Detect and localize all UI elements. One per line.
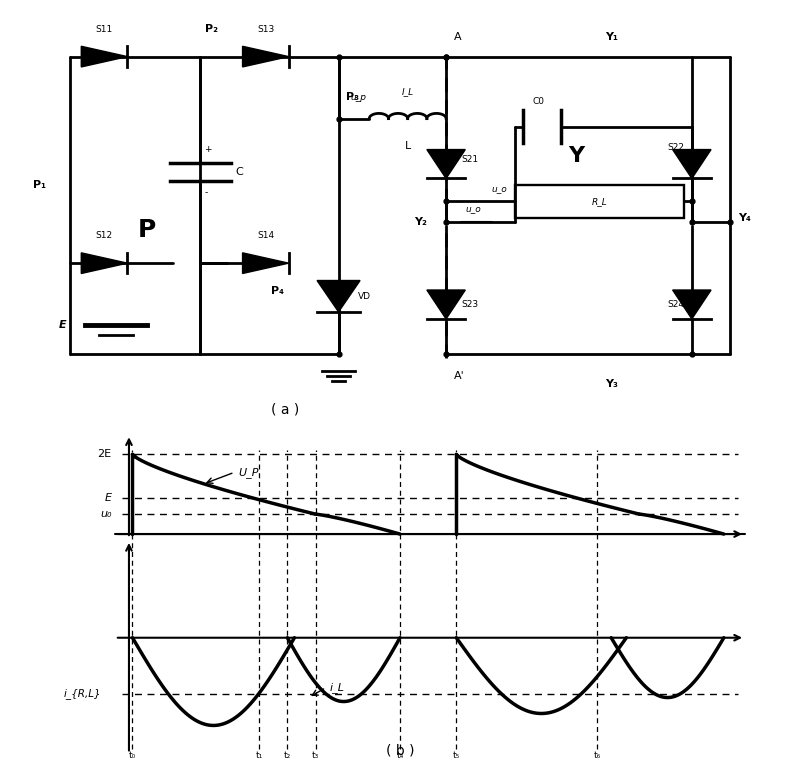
Polygon shape — [82, 47, 127, 67]
Text: S23: S23 — [462, 300, 478, 309]
Text: P₃: P₃ — [346, 92, 359, 102]
Polygon shape — [242, 47, 289, 67]
Text: C0: C0 — [532, 97, 544, 106]
Text: t₁: t₁ — [255, 751, 263, 760]
Text: Y₁: Y₁ — [605, 32, 618, 42]
Text: t₃: t₃ — [312, 751, 319, 760]
Text: E: E — [58, 320, 66, 330]
Text: P₄: P₄ — [270, 286, 284, 296]
Text: Y₂: Y₂ — [414, 216, 427, 227]
Text: i_L: i_L — [330, 682, 345, 693]
Text: +: + — [204, 145, 212, 154]
Text: t₀: t₀ — [129, 751, 136, 760]
Text: C: C — [235, 168, 242, 177]
Polygon shape — [427, 150, 466, 178]
Text: t₆: t₆ — [594, 751, 601, 760]
Text: Y₄: Y₄ — [738, 213, 750, 223]
Text: S12: S12 — [96, 232, 113, 240]
Text: I_L: I_L — [402, 87, 414, 96]
Text: u_p: u_p — [350, 93, 366, 102]
Text: -: - — [204, 188, 207, 197]
Text: u_o: u_o — [492, 184, 507, 193]
Polygon shape — [242, 252, 289, 274]
Text: u_o: u_o — [466, 204, 481, 213]
Text: L: L — [405, 142, 411, 151]
Text: t₂: t₂ — [284, 751, 291, 760]
Text: S24: S24 — [667, 300, 684, 309]
Text: u₀: u₀ — [100, 509, 111, 519]
Text: P: P — [138, 218, 156, 242]
Text: A: A — [454, 32, 462, 42]
Text: ( b ): ( b ) — [386, 744, 414, 757]
Polygon shape — [427, 290, 466, 319]
Text: ( a ): ( a ) — [270, 402, 299, 416]
Polygon shape — [82, 252, 127, 274]
Text: S22: S22 — [667, 142, 684, 151]
Text: S13: S13 — [257, 25, 274, 34]
Polygon shape — [673, 290, 711, 319]
Text: t₅: t₅ — [453, 751, 460, 760]
Text: VD: VD — [358, 291, 370, 301]
Text: A': A' — [454, 370, 465, 380]
Bar — [515, 184, 684, 218]
Text: 2E: 2E — [98, 449, 111, 459]
Text: S14: S14 — [257, 232, 274, 240]
Polygon shape — [317, 281, 360, 312]
Text: i_{R,L}: i_{R,L} — [63, 688, 101, 699]
Text: Y: Y — [569, 146, 585, 166]
Text: S21: S21 — [462, 155, 478, 164]
Text: E: E — [104, 493, 111, 503]
Text: S11: S11 — [96, 25, 113, 34]
Polygon shape — [673, 150, 711, 178]
Text: t₄: t₄ — [396, 751, 404, 760]
Text: U_P: U_P — [238, 467, 258, 477]
Text: Y₃: Y₃ — [605, 379, 618, 389]
Text: P₂: P₂ — [206, 24, 218, 34]
Text: P₁: P₁ — [33, 180, 46, 190]
Text: R_L: R_L — [592, 197, 607, 206]
